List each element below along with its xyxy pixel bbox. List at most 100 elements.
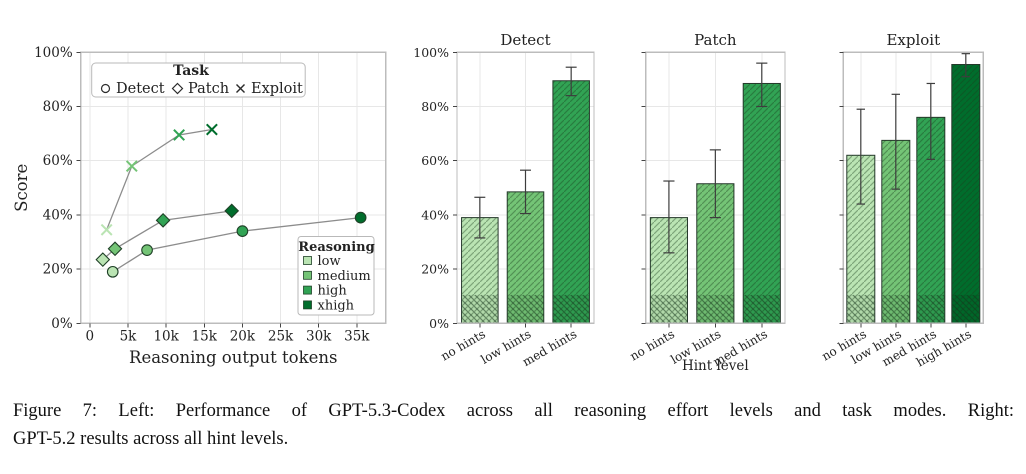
series-patch	[95, 203, 240, 267]
series-line	[112, 216, 361, 273]
task-legend-title: Task	[173, 63, 209, 79]
y-tick-label: 40%	[43, 207, 73, 223]
y-tick-label: 60%	[421, 153, 449, 168]
error-bar-no-hints	[663, 180, 675, 254]
bars	[649, 82, 781, 324]
y-tick-label: 80%	[43, 99, 73, 115]
y-axis	[641, 51, 646, 324]
chart-title: Patch	[694, 31, 737, 49]
error-bar-med-hints	[926, 82, 935, 160]
task-legend-label: Exploit	[251, 81, 303, 97]
task-legend-item-exploit: Exploit	[236, 81, 303, 97]
reasoning-legend-box	[297, 236, 375, 316]
baseline-band-hatch	[553, 294, 589, 323]
error-bars	[663, 62, 768, 254]
bar-high-hints	[951, 63, 981, 324]
figure-charts: 0% 20% 40% 60% 80% 100% 0 5k 10k 15k 20k 25k 30k 35k S…	[12, 31, 984, 374]
marker-detect-medium	[141, 244, 153, 256]
series-detect	[106, 211, 367, 278]
y-tick-label: 60%	[43, 153, 73, 169]
baseline-band-hatch	[847, 294, 875, 323]
chart-title: Detect	[500, 31, 550, 49]
task-legend-box	[91, 62, 306, 98]
reasoning-legend-label: low	[318, 254, 341, 269]
error-bar-med-hints	[565, 66, 577, 97]
baseline-band-hatch	[650, 294, 687, 323]
bar-med-hints	[742, 82, 781, 324]
y-tick-label: 20%	[43, 262, 73, 278]
baseline-band-hatch	[743, 294, 780, 323]
y-tick-label: 0%	[429, 316, 449, 331]
series-line	[106, 128, 212, 231]
error-bar-no-hints	[474, 196, 486, 239]
x-tick-label: 25k	[268, 328, 294, 344]
y-axis	[839, 51, 844, 324]
reasoning-legend-item-high: high	[303, 284, 348, 299]
marker-patch-high	[155, 212, 171, 228]
baseline-band-hatch	[882, 294, 910, 323]
error-bar-high-hints	[961, 53, 970, 78]
y-tick-label: 80%	[421, 99, 449, 114]
error-bars	[856, 53, 970, 205]
figure-caption: Figure 7: Left: Performance of GPT-5.3-C…	[13, 397, 1014, 453]
x-tick-label: 10k	[153, 328, 179, 344]
error-bar-low-hints	[709, 149, 721, 219]
marker-exploit-xhigh	[205, 123, 218, 136]
task-legend: Task Detect Patch Exploit	[91, 62, 306, 98]
baseline-band-hatch	[462, 294, 498, 323]
x-tick-label: 15k	[192, 328, 218, 344]
bars	[846, 63, 981, 324]
diamond-marker-icon	[171, 82, 184, 95]
marker-detect-xhigh	[354, 211, 367, 224]
marker-detect-low	[106, 265, 119, 278]
reasoning-scatter: 0% 20% 40% 60% 80% 100% 0 5k 10k 15k 20k 25k 30k 35k S…	[12, 45, 387, 367]
bars	[461, 80, 590, 324]
y-tick-label: 100%	[413, 45, 449, 60]
swatch-icon	[303, 300, 312, 310]
x-axis-label: Hint level	[682, 358, 749, 374]
x-axis: 0 5k 10k 15k 20k 25k 30k 35k	[86, 323, 370, 344]
reasoning-legend-label: xhigh	[318, 298, 355, 313]
reasoning-legend-item-low: low	[303, 254, 341, 269]
y-tick-label: 40%	[421, 207, 449, 222]
plot-border	[842, 51, 984, 324]
baseline-band-hatch	[697, 294, 734, 323]
marker-detect-high	[236, 225, 249, 238]
marker-patch-low	[95, 252, 111, 267]
series-exploit	[100, 123, 218, 236]
plot-border	[80, 51, 387, 324]
x-tick-label: 5k	[120, 328, 138, 344]
task-legend-item-patch: Patch	[171, 81, 229, 97]
y-tick-label: 20%	[421, 262, 449, 277]
task-legend-label: Detect	[116, 81, 165, 97]
reasoning-legend-label: medium	[318, 269, 371, 284]
x-tick-label: 35k	[344, 328, 370, 344]
reasoning-legend-label: high	[318, 284, 348, 299]
swatch-icon	[303, 270, 312, 280]
series-line	[102, 210, 232, 261]
error-bar-low-hints	[520, 169, 531, 215]
marker-patch-xhigh	[224, 203, 240, 219]
x-marker-icon	[236, 84, 245, 93]
task-legend-item-detect: Detect	[100, 81, 165, 97]
error-bar-no-hints	[856, 108, 865, 205]
marker-exploit-medium	[125, 160, 138, 173]
marker-exploit-high	[173, 129, 186, 141]
chart-title: Exploit	[886, 31, 940, 49]
circle-marker-icon	[100, 83, 111, 94]
error-bars	[474, 66, 577, 239]
x-axis-label: Reasoning output tokens	[129, 348, 337, 367]
y-axis: 0% 20% 40% 60% 80% 100%	[34, 45, 81, 332]
reasoning-legend-item-medium: medium	[303, 269, 371, 284]
baseline-band-hatch	[507, 294, 544, 323]
swatch-icon	[303, 285, 312, 295]
baseline-band-hatch	[917, 294, 945, 323]
reasoning-legend-item-xhigh: xhigh	[303, 298, 355, 313]
